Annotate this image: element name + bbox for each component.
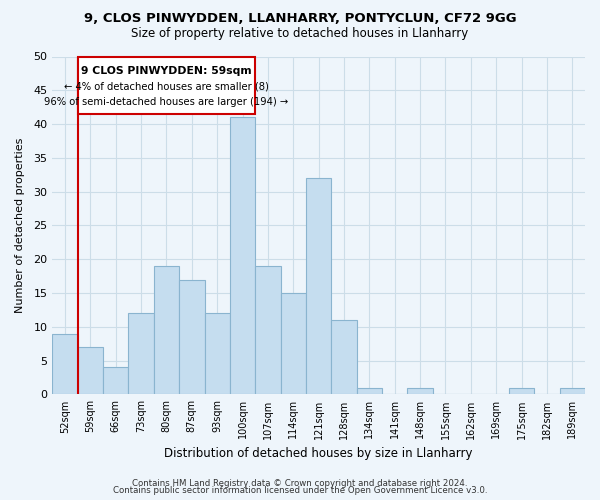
X-axis label: Distribution of detached houses by size in Llanharry: Distribution of detached houses by size …: [164, 447, 473, 460]
Text: Contains public sector information licensed under the Open Government Licence v3: Contains public sector information licen…: [113, 486, 487, 495]
Bar: [52, 334, 77, 394]
Text: Size of property relative to detached houses in Llanharry: Size of property relative to detached ho…: [131, 28, 469, 40]
Text: 9, CLOS PINWYDDEN, LLANHARRY, PONTYCLUN, CF72 9GG: 9, CLOS PINWYDDEN, LLANHARRY, PONTYCLUN,…: [83, 12, 517, 26]
Text: 9 CLOS PINWYDDEN: 59sqm: 9 CLOS PINWYDDEN: 59sqm: [81, 66, 252, 76]
Text: Contains HM Land Registry data © Crown copyright and database right 2024.: Contains HM Land Registry data © Crown c…: [132, 478, 468, 488]
Y-axis label: Number of detached properties: Number of detached properties: [15, 138, 25, 313]
Bar: [560, 388, 585, 394]
FancyBboxPatch shape: [77, 56, 255, 114]
Bar: [128, 314, 154, 394]
Text: ← 4% of detached houses are smaller (8): ← 4% of detached houses are smaller (8): [64, 82, 269, 92]
Bar: [357, 388, 382, 394]
Bar: [154, 266, 179, 394]
Bar: [103, 368, 128, 394]
Bar: [281, 293, 306, 394]
Bar: [255, 266, 281, 394]
Bar: [509, 388, 534, 394]
Bar: [331, 320, 357, 394]
Bar: [306, 178, 331, 394]
Bar: [230, 118, 255, 394]
Bar: [407, 388, 433, 394]
Bar: [179, 280, 205, 394]
Bar: [77, 347, 103, 395]
Bar: [205, 314, 230, 394]
Text: 96% of semi-detached houses are larger (194) →: 96% of semi-detached houses are larger (…: [44, 98, 289, 108]
